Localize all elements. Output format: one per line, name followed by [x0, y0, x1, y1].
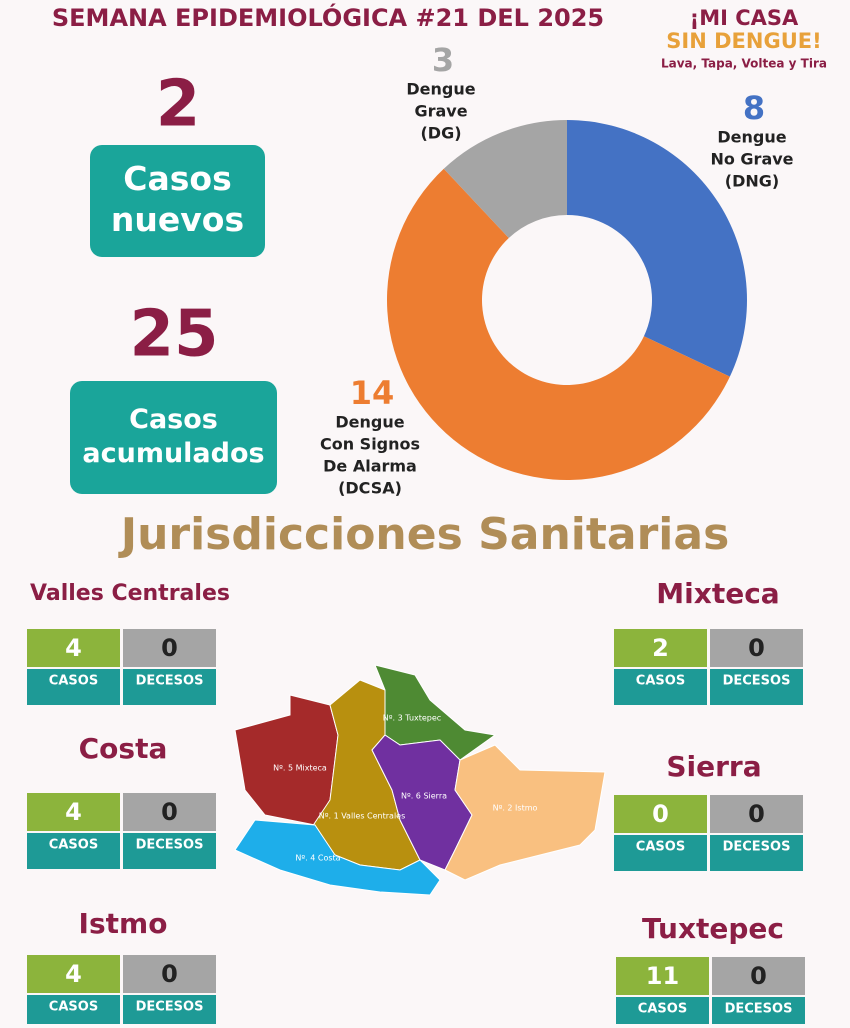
jurisdiction-name: Costa	[79, 732, 168, 765]
cases-label: CASOS	[49, 674, 98, 689]
map-region	[234, 694, 339, 826]
deaths-label: DECESOS	[136, 1000, 204, 1015]
cases-value: 4	[65, 634, 82, 662]
label-cell	[614, 835, 707, 871]
deaths-value: 0	[161, 634, 178, 662]
donut-slice	[567, 120, 747, 377]
jurisdiction-name: Tuxtepec	[642, 912, 784, 945]
label-cell	[710, 835, 803, 871]
deaths-value: 0	[161, 798, 178, 826]
map-label: Nº. 3 Tuxtepec	[383, 714, 441, 723]
map-region	[234, 819, 441, 896]
slice-label: No Grave	[710, 150, 793, 169]
deaths-cell	[710, 795, 803, 833]
cases-cell	[614, 795, 707, 833]
cases-cell	[27, 955, 120, 993]
slice-label: De Alarma	[323, 457, 417, 476]
deaths-label: DECESOS	[723, 674, 791, 689]
cases-label: CASOS	[638, 1002, 687, 1017]
cases-value: 4	[65, 960, 82, 988]
stat-label: nuevos	[111, 200, 244, 239]
deaths-cell	[710, 629, 803, 667]
logo-tagline: Lava, Tapa, Voltea y Tira	[661, 57, 827, 71]
slice-label: Con Signos	[320, 435, 420, 454]
cases-value: 11	[646, 962, 679, 990]
deaths-value: 0	[748, 800, 765, 828]
cases-value: 0	[652, 800, 669, 828]
cases-value: 4	[65, 798, 82, 826]
deaths-label: DECESOS	[136, 838, 204, 853]
stat-box	[70, 381, 277, 494]
deaths-value: 0	[750, 962, 767, 990]
map-label: Nº. 1 Valles Centrales	[319, 812, 406, 821]
deaths-cell	[123, 629, 216, 667]
cases-cell	[27, 793, 120, 831]
slice-label: (DCSA)	[338, 479, 402, 498]
slice-label: Dengue	[406, 80, 475, 99]
slice-value: 14	[350, 374, 395, 412]
jurisdiction-name: Valles Centrales	[30, 581, 230, 606]
cases-cell	[616, 957, 709, 995]
map-label: Nº. 6 Sierra	[401, 792, 447, 801]
deaths-label: DECESOS	[723, 840, 791, 855]
cases-cell	[614, 629, 707, 667]
map	[234, 664, 606, 896]
stat-box	[90, 145, 265, 257]
deaths-label: DECESOS	[725, 1002, 793, 1017]
stat-label: Casos	[123, 159, 231, 198]
deaths-value: 0	[161, 960, 178, 988]
slice-label: Grave	[414, 102, 467, 121]
label-cell	[27, 833, 120, 869]
label-cell	[27, 669, 120, 705]
title: SEMANA EPIDEMIOLÓGICA #21 DEL 2025	[52, 2, 604, 32]
slice-label: (DG)	[420, 124, 461, 143]
jurisdiction-name: Istmo	[79, 907, 168, 940]
label-cell	[123, 833, 216, 869]
cases-value: 2	[652, 634, 669, 662]
cases-label: CASOS	[636, 840, 685, 855]
jurisdiction-name: Mixteca	[656, 577, 779, 610]
deaths-cell	[123, 793, 216, 831]
deaths-cell	[712, 957, 805, 995]
cases-label: CASOS	[49, 838, 98, 853]
label-cell	[614, 669, 707, 705]
stat-label: Casos	[129, 404, 218, 435]
deaths-label: DECESOS	[136, 674, 204, 689]
cases-label: CASOS	[49, 1000, 98, 1015]
slice-label: Dengue	[335, 413, 404, 432]
logo-line: SIN DENGUE!	[666, 29, 821, 53]
deaths-cell	[123, 955, 216, 993]
map-label: Nº. 2 Istmo	[493, 804, 538, 813]
donut-slice	[443, 120, 567, 239]
stat-value: 25	[129, 298, 218, 372]
map-region	[444, 744, 606, 881]
map-label: Nº. 4 Costa	[295, 854, 340, 863]
stat-value: 2	[156, 68, 201, 142]
donut-slice	[387, 168, 730, 480]
label-cell	[712, 997, 805, 1028]
label-cell	[27, 995, 120, 1028]
stat-label: acumulados	[82, 438, 264, 469]
cases-cell	[27, 629, 120, 667]
deaths-value: 0	[748, 634, 765, 662]
slice-value: 8	[743, 89, 765, 127]
logo-line: ¡MI CASA	[690, 6, 799, 30]
jurisdiction-name: Sierra	[666, 750, 761, 783]
section-title: Jurisdicciones Sanitarias	[118, 509, 730, 560]
slice-label: (DNG)	[725, 172, 779, 191]
slice-value: 3	[432, 41, 454, 79]
slice-label: Dengue	[717, 128, 786, 147]
map-label: Nº. 5 Mixteca	[273, 764, 327, 773]
label-cell	[616, 997, 709, 1028]
label-cell	[123, 995, 216, 1028]
label-cell	[123, 669, 216, 705]
cases-label: CASOS	[636, 674, 685, 689]
label-cell	[710, 669, 803, 705]
